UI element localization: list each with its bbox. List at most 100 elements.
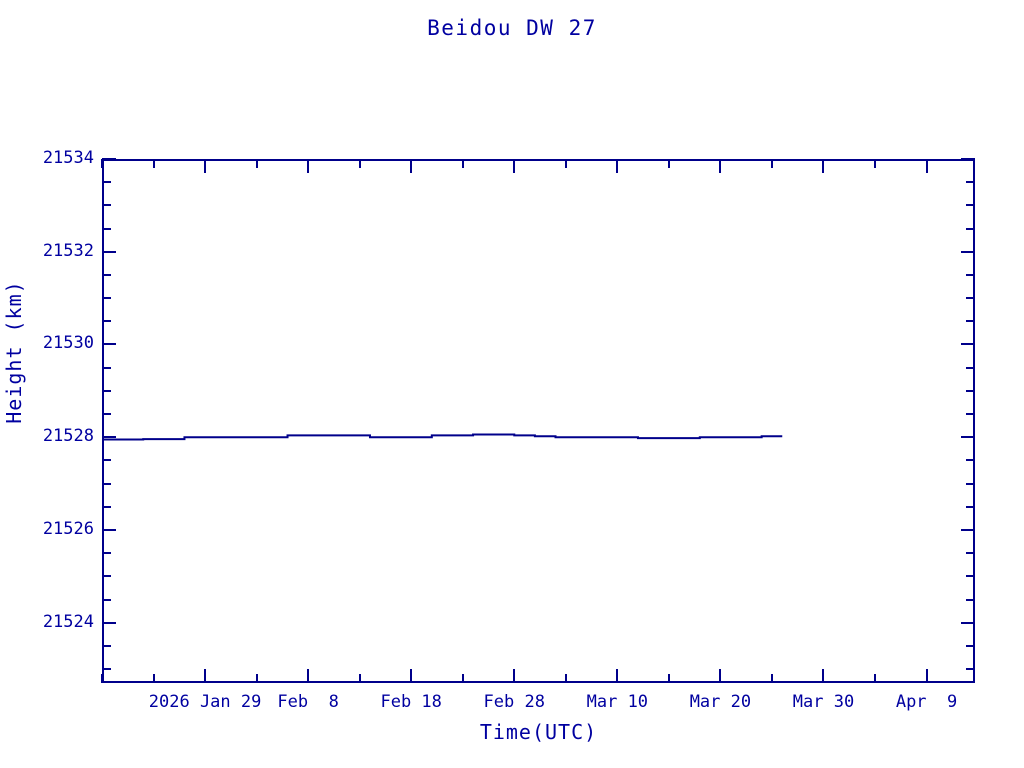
y-tick-minor-right [966,204,975,207]
x-tick-label: 2026 Jan 29 [148,692,262,712]
x-tick-major [719,669,722,683]
y-tick-minor [102,413,111,416]
x-tick-major [616,669,619,683]
x-axis-title: Time(UTC) [479,720,598,744]
data-series-layer [102,159,975,683]
x-tick-minor [358,674,361,683]
x-tick-minor [152,674,155,683]
y-tick-minor [102,598,111,601]
y-tick-minor-right [966,181,975,184]
x-tick-minor-top [770,159,773,168]
y-tick-minor [102,204,111,207]
x-tick-label: Mar 20 [689,692,752,712]
x-tick-minor [770,674,773,683]
x-tick-label: Feb 8 [277,692,339,712]
y-tick-major-right [961,621,975,624]
x-tick-minor-top [667,159,670,168]
x-tick-minor-top [564,159,567,168]
y-tick-major-right [961,250,975,253]
x-tick-minor-top [152,159,155,168]
x-tick-major-top [307,159,310,173]
x-tick-major [822,669,825,683]
y-tick-minor-right [966,297,975,300]
y-tick-minor [102,227,111,230]
x-tick-major-top [616,159,619,173]
series-line-height [102,434,782,439]
x-tick-major-top [513,159,516,173]
y-tick-minor [102,644,111,647]
y-tick-minor-right [966,598,975,601]
x-tick-major [410,669,413,683]
y-tick-minor [102,482,111,485]
y-tick-label: 21532 [42,240,94,261]
y-tick-major-right [961,528,975,531]
y-tick-minor [102,366,111,369]
x-tick-minor-top [358,159,361,168]
y-tick-minor-right [966,366,975,369]
x-tick-label: Mar 30 [792,692,855,712]
y-tick-major [102,621,116,624]
y-tick-minor [102,320,111,323]
y-tick-minor [102,575,111,578]
y-tick-major [102,250,116,253]
y-tick-label: 21528 [42,426,94,447]
y-tick-major-right [961,158,975,160]
x-tick-major-top [822,159,825,173]
x-tick-major-top [410,159,413,173]
y-tick-minor-right [966,273,975,276]
x-tick-major [307,669,310,683]
y-tick-major [102,528,116,531]
y-tick-minor [102,389,111,392]
y-tick-major [102,436,116,439]
x-tick-major-top [719,159,722,173]
y-tick-major [102,343,116,346]
x-tick-minor [255,674,258,683]
y-tick-minor-right [966,227,975,230]
x-tick-major [204,669,207,683]
plot-area [102,159,975,683]
y-tick-label: 21534 [42,148,94,168]
y-tick-minor-right [966,320,975,323]
y-tick-minor-right [966,413,975,416]
x-tick-major-top [925,159,928,173]
x-tick-minor [101,674,103,683]
y-tick-minor [102,273,111,276]
y-tick-minor-right [966,459,975,462]
y-tick-major-right [961,343,975,346]
y-tick-minor-right [966,552,975,555]
y-tick-label: 21526 [42,518,94,539]
x-tick-minor [667,674,670,683]
y-tick-minor [102,668,111,671]
y-tick-major-right [961,436,975,439]
y-tick-minor [102,552,111,555]
y-tick-minor-right [966,505,975,508]
y-tick-minor [102,505,111,508]
x-tick-major [925,669,928,683]
x-tick-minor-top [874,159,877,168]
x-tick-minor [874,674,877,683]
y-tick-major [102,158,116,160]
y-tick-minor [102,459,111,462]
y-tick-minor-right [966,389,975,392]
y-tick-minor-right [966,575,975,578]
x-tick-major [513,669,516,683]
y-tick-minor [102,297,111,300]
y-tick-minor-right [966,482,975,485]
x-tick-minor [461,674,464,683]
x-tick-minor [564,674,567,683]
y-tick-minor [102,181,111,184]
x-tick-label: Mar 10 [586,692,649,712]
x-tick-minor-top [461,159,464,168]
y-tick-minor-right [966,668,975,671]
y-tick-label: 21524 [42,611,94,632]
x-tick-label: Feb 18 [380,692,442,712]
x-tick-minor-top [101,159,103,168]
y-tick-minor-right [966,644,975,647]
x-tick-major-top [204,159,207,173]
x-tick-label: Apr 9 [895,692,958,712]
chart-title: Beidou DW 27 [427,16,597,40]
x-tick-label: Feb 28 [483,692,545,712]
x-tick-minor-top [255,159,258,168]
y-tick-label: 21530 [42,333,94,354]
